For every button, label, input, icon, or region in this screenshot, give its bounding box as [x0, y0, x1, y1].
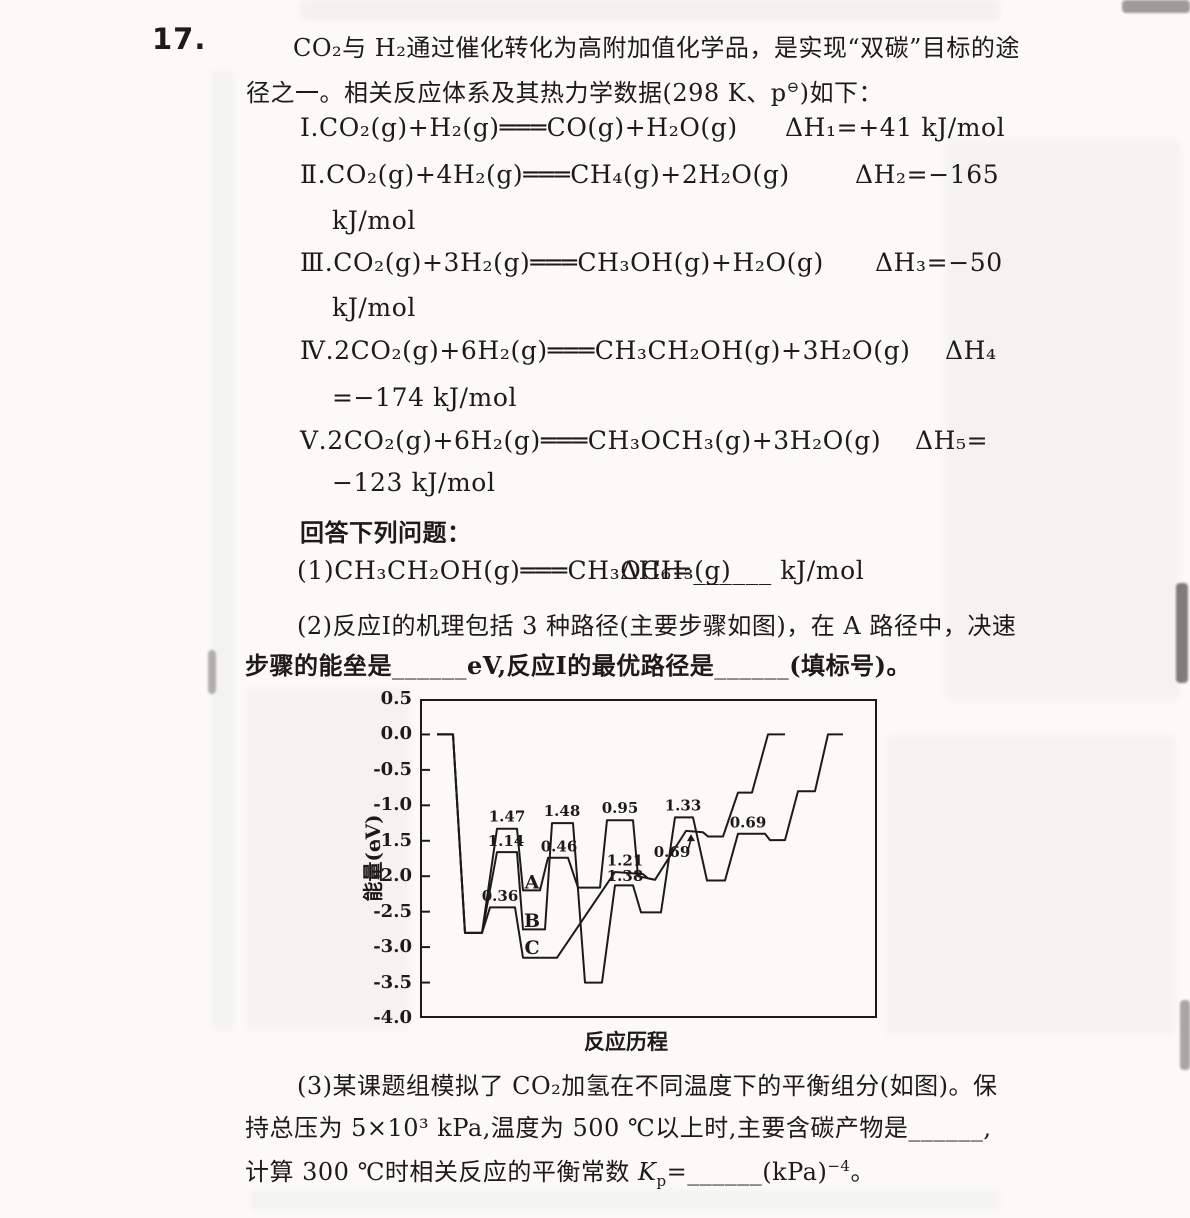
q3-text: 。 — [850, 1158, 875, 1186]
q2-text: eV,反应Ⅰ的最优路径是 — [467, 651, 715, 680]
y-tick-label: -4.0 — [373, 1007, 412, 1028]
x-axis-title: 反应历程 — [584, 1029, 668, 1054]
y-tick-label: 0.5 — [380, 688, 412, 709]
question-1-dh-label: ΔH₆= — [620, 556, 694, 585]
scan-smudge — [1180, 1000, 1190, 1070]
barrier-label-0.69: 0.69 — [730, 813, 767, 831]
reaction-path-C — [437, 733, 656, 959]
y-tick-label: -3.0 — [373, 936, 412, 958]
standard-pressure-symbol: ⊖ — [786, 78, 800, 96]
plot-frame — [420, 699, 877, 1018]
barrier-label-1.38: 1.38 — [607, 867, 644, 885]
equation-1: Ⅰ.CO₂(g)+H₂(g)═══CO(g)+H₂O(g) — [300, 113, 738, 142]
intro-line-2-pre: 径之一。相关反应体系及其热力学数据(298 K、p — [246, 79, 787, 107]
equation-3: Ⅲ.CO₂(g)+3H₂(g)═══CH₃OH(g)+H₂O(g) — [300, 248, 824, 277]
y-tick-label: -0.5 — [373, 758, 412, 780]
scan-noise — [212, 70, 234, 1030]
question-1-equation: (1)CH₃CH₂OH(g)═══CH₃OCH₃(g) — [297, 556, 732, 585]
barrier-label-0.69: 0.69 — [654, 843, 691, 861]
sub-question-2-line-2: 步骤的能垒是______eV,反应Ⅰ的最优路径是______(填标号)。 — [245, 646, 911, 681]
intro-line-2: 径之一。相关反应体系及其热力学数据(298 K、p⊖)如下： — [246, 73, 883, 108]
q3-unit: (kPa) — [762, 1158, 828, 1186]
equation-4-dh: ΔH₄ — [945, 336, 997, 365]
energy-diagram: 0.5 0.0 -0.5 -1.0 -1.5 -2.0 -2.5 -3.0 -3.5 -4.0 1… — [340, 688, 900, 1029]
equation-3-dh: ΔH₃=−50 — [875, 248, 1003, 277]
scan-smudge — [1176, 583, 1188, 683]
equation-4: Ⅳ.2CO₂(g)+6H₂(g)═══CH₃CH₂OH(g)+3H₂O(g) — [300, 336, 911, 365]
scan-smudge — [208, 650, 216, 694]
y-tick-label: -3.5 — [373, 971, 412, 993]
energy-diagram-plot: 1.47 1.14 0.36 1.48 0.46 0.95 1.211.38 1.33 0.69… — [420, 699, 877, 1018]
equation-row-1: Ⅰ.CO₂(g)+H₂(g)═══CO(g)+H₂O(g) ΔH₁=+41 kJ/… — [300, 113, 1005, 142]
kp-symbol: K — [638, 1158, 657, 1186]
equation-1-dh: ΔH₁=+41 kJ/mol — [785, 113, 1006, 142]
barrier-label-0.95: 0.95 — [602, 799, 639, 817]
barrier-label-1.33: 1.33 — [665, 796, 702, 814]
y-tick-label: -2.5 — [373, 900, 412, 922]
scan-noise — [945, 140, 1180, 700]
equation-row-2: Ⅱ.CO₂(g)+4H₂(g)═══CH₄(g)+2H₂O(g) ΔH₂=−165 — [300, 160, 999, 189]
scan-noise — [300, 0, 1000, 20]
scan-noise — [250, 1190, 1000, 1210]
q3-answer-blank: =______ — [666, 1158, 763, 1186]
equation-2-continuation: kJ/mol — [332, 206, 416, 235]
question-1-answer-blank: ______ — [693, 556, 772, 585]
path-label-B: B — [524, 910, 540, 932]
reaction-path-B — [437, 733, 843, 984]
barrier-arrow-head — [687, 834, 695, 842]
barrier-label-1.47: 1.47 — [489, 808, 526, 826]
reaction-path-A — [437, 733, 785, 934]
equation-5-dh: ΔH₅= — [915, 426, 989, 455]
sub-question-1: (1)CH₃CH₂OH(g)═══CH₃OCH₃(g) ΔH₆=______ kJ… — [297, 556, 864, 585]
path-label-C: C — [524, 937, 539, 959]
barrier-label-1.21: 1.21 — [607, 852, 644, 870]
q3-text: 计算 300 ℃时相关反应的平衡常数 — [245, 1158, 639, 1186]
sub-question-2-line-1: (2)反应Ⅰ的机理包括 3 种路径(主要步骤如图)，在 A 路径中，决速 — [297, 612, 1017, 640]
y-tick-label: -1.5 — [373, 829, 412, 851]
answer-prompt: 回答下列问题： — [300, 518, 472, 547]
q3-unit-exponent: −4 — [827, 1157, 851, 1175]
barrier-label-1.14: 1.14 — [488, 832, 525, 850]
y-tick-label: -1.0 — [373, 794, 412, 816]
question-1-dh: ΔH₆=______ kJ/mol — [620, 556, 864, 585]
equation-2-dh: ΔH₂=−165 — [855, 160, 1000, 189]
q2-answer-blank-2: ______ — [714, 652, 790, 680]
intro-line-2-post: )如下： — [799, 79, 884, 107]
question-1-dh-unit: kJ/mol — [771, 556, 865, 585]
equation-4-continuation: =−174 kJ/mol — [332, 383, 518, 412]
y-tick-label: -2.0 — [373, 865, 412, 887]
q2-text: (填标号)。 — [789, 651, 911, 680]
barrier-label-0.46: 0.46 — [541, 837, 578, 855]
equation-row-3: Ⅲ.CO₂(g)+3H₂(g)═══CH₃OH(g)+H₂O(g) ΔH₃=−50 — [300, 248, 1002, 277]
scan-noise — [885, 735, 1175, 1035]
equation-3-continuation: kJ/mol — [332, 293, 416, 322]
path-label-A: A — [524, 872, 540, 894]
y-tick-label: 0.0 — [380, 723, 412, 745]
y-axis-title: 能量(eV) — [361, 814, 385, 902]
sub-question-3-line-1: (3)某课题组模拟了 CO₂加氢在不同温度下的平衡组分(如图)。保 — [297, 1072, 998, 1100]
sub-question-3-line-2: 持总压为 5×10³ kPa,温度为 500 ℃以上时,主要含碳产物是_____… — [245, 1114, 992, 1142]
equation-row-4: Ⅳ.2CO₂(g)+6H₂(g)═══CH₃CH₂OH(g)+3H₂O(g) ΔH… — [300, 336, 996, 365]
equation-5-continuation: −123 kJ/mol — [332, 468, 496, 497]
kp-subscript: p — [656, 1172, 667, 1190]
equation-5: Ⅴ.2CO₂(g)+6H₂(g)═══CH₃OCH₃(g)+3H₂O(g) — [300, 426, 882, 455]
scan-noise — [245, 688, 410, 1028]
q2-answer-blank-1: ______ — [392, 652, 467, 680]
scan-smudge — [1122, 0, 1190, 13]
equation-2: Ⅱ.CO₂(g)+4H₂(g)═══CH₄(g)+2H₂O(g) — [300, 160, 790, 189]
sub-question-3-line-3: 计算 300 ℃时相关反应的平衡常数 Kp=______(kPa)−4。 — [245, 1152, 875, 1190]
intro-line-1: CO₂与 H₂通过催化转化为高附加值化学品，是实现“双碳”目标的途 — [293, 34, 1020, 62]
q2-text: 步骤的能垒是 — [245, 651, 392, 680]
barrier-label-1.48: 1.48 — [544, 802, 581, 820]
equation-row-5: Ⅴ.2CO₂(g)+6H₂(g)═══CH₃OCH₃(g)+3H₂O(g) ΔH₅… — [300, 426, 988, 455]
barrier-label-0.36: 0.36 — [482, 887, 519, 905]
question-number: 17. — [152, 22, 207, 56]
